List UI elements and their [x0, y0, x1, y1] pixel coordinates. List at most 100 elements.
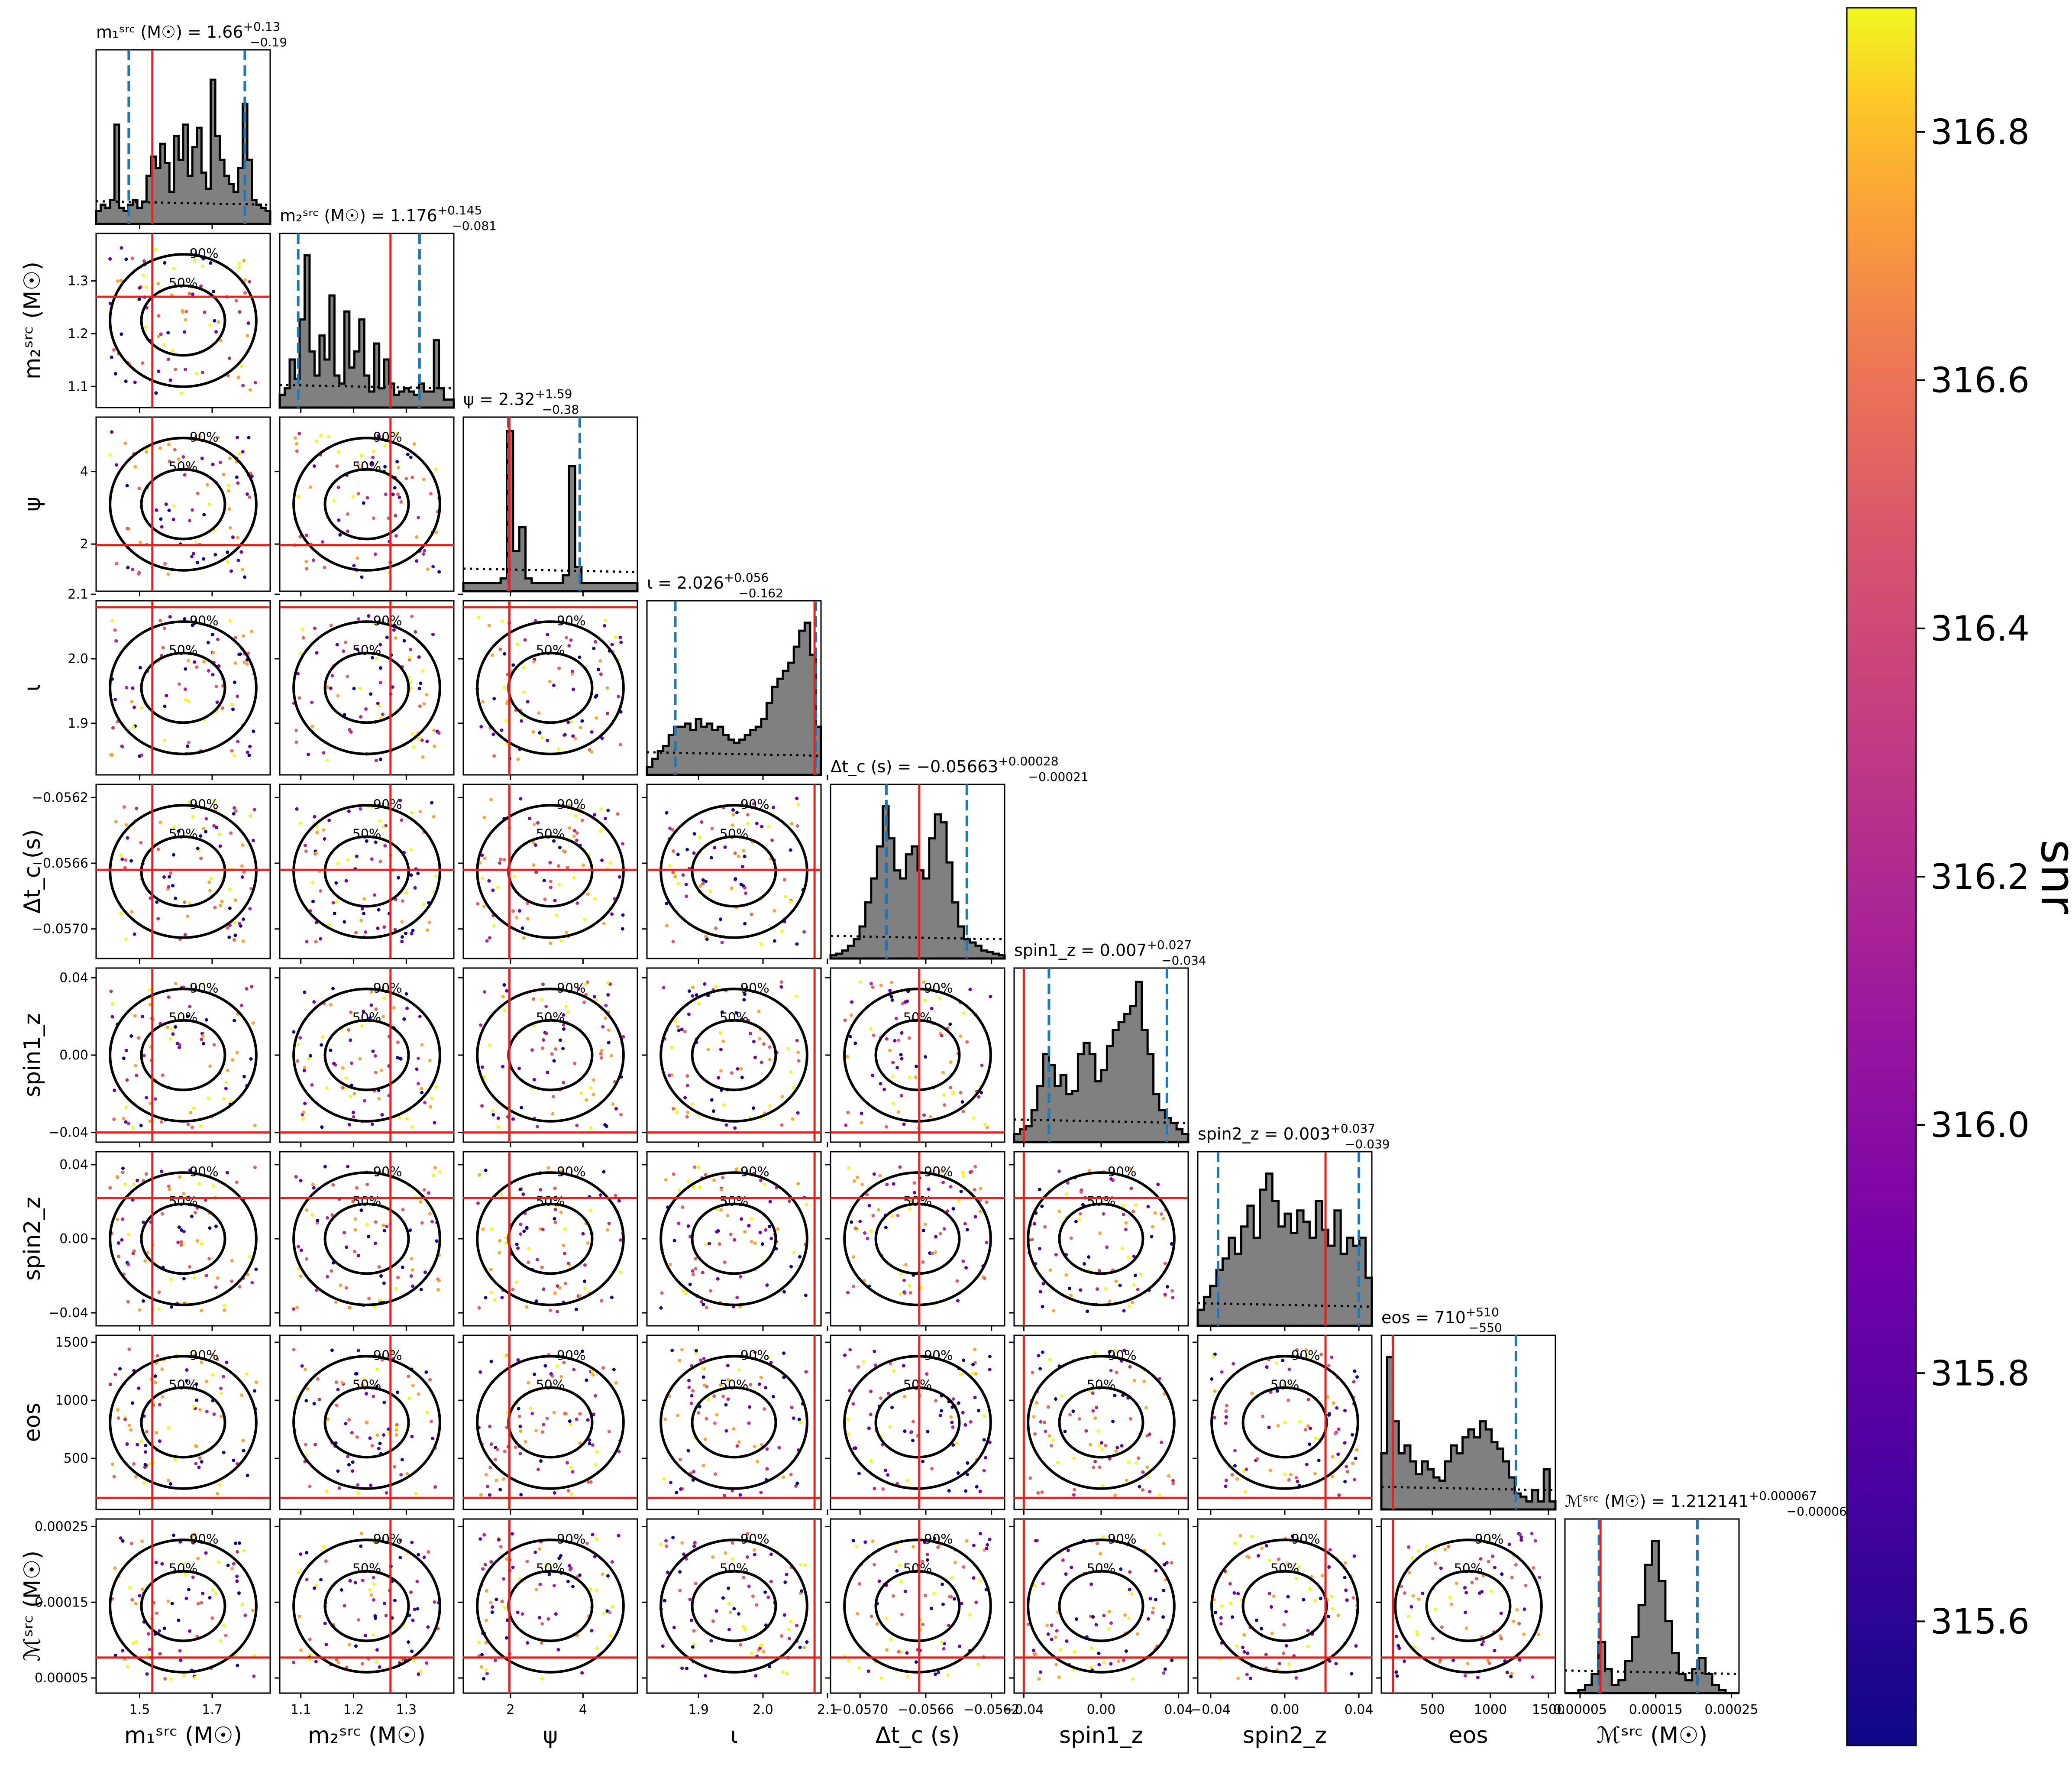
sample-point: [207, 669, 210, 673]
sample-point: [543, 1364, 547, 1368]
sample-point: [860, 1121, 863, 1124]
sample-point: [704, 879, 708, 883]
sample-point: [605, 1609, 609, 1613]
sample-point: [1336, 1613, 1340, 1617]
sample-point: [602, 624, 606, 628]
sample-point: [1327, 1413, 1331, 1417]
sample-point: [425, 739, 429, 743]
sample-point: [925, 1552, 929, 1556]
sample-point: [847, 1166, 850, 1170]
sample-point: [562, 1027, 566, 1031]
sample-point: [202, 985, 206, 989]
sample-point: [500, 1600, 504, 1603]
sample-point: [760, 1060, 763, 1064]
sample-point: [498, 1251, 501, 1255]
sample-point: [482, 816, 486, 819]
sample-point: [1066, 1181, 1070, 1185]
sample-point: [202, 513, 206, 517]
sample-point: [353, 1581, 357, 1585]
sample-point: [337, 450, 341, 454]
sample-point: [1336, 1452, 1340, 1456]
sample-point: [208, 1064, 212, 1068]
sample-point: [720, 1010, 724, 1014]
sample-point: [988, 1368, 992, 1372]
sample-point: [873, 1350, 876, 1354]
contour-90: [1027, 1171, 1176, 1306]
sample-point: [617, 695, 621, 699]
x-tick-label: 1.2: [343, 1702, 364, 1717]
panel-frame: [462, 967, 638, 1143]
sample-point: [349, 730, 353, 734]
sample-point: [131, 686, 135, 690]
sample-point: [182, 1277, 186, 1281]
sample-point: [1101, 1484, 1105, 1488]
sample-point: [191, 1575, 195, 1579]
sample-point: [503, 652, 507, 656]
sample-point: [237, 1541, 241, 1545]
sample-point: [973, 1165, 977, 1169]
sample-point: [160, 1169, 164, 1173]
panel-frame: [95, 600, 271, 776]
sample-point: [856, 1176, 860, 1179]
sample-point: [308, 1485, 312, 1489]
sample-point: [926, 1430, 930, 1434]
sample-point: [1091, 1391, 1095, 1395]
sample-point: [602, 1170, 606, 1174]
sample-point: [226, 560, 230, 564]
contour-label-50: 50%: [352, 1194, 381, 1209]
sample-point: [1031, 1648, 1035, 1652]
sample-point: [108, 257, 112, 261]
sample-point: [131, 1126, 135, 1130]
sample-point: [1443, 1548, 1447, 1551]
sample-point: [686, 1179, 690, 1183]
sample-point: [1041, 1350, 1044, 1354]
sample-point: [879, 1396, 882, 1400]
sample-point: [759, 1179, 763, 1182]
sample-point: [254, 1267, 258, 1271]
colorbar-label: snr: [2030, 839, 2072, 914]
sample-point: [704, 935, 708, 939]
sample-point: [1250, 1391, 1254, 1395]
sample-point: [108, 453, 112, 457]
sample-point: [1282, 1652, 1286, 1655]
sample-point: [1170, 1658, 1174, 1662]
sample-point: [226, 926, 230, 930]
sample-point: [393, 1599, 397, 1603]
sample-point: [942, 1647, 946, 1651]
sample-point: [205, 483, 209, 487]
sample-point: [344, 1286, 348, 1290]
sample-point: [374, 758, 378, 762]
sample-point: [226, 1564, 230, 1567]
sample-point: [743, 1230, 747, 1234]
sample-point: [552, 1059, 556, 1063]
sample-point: [940, 1034, 944, 1038]
sample-point: [127, 1423, 131, 1427]
sample-point: [352, 1115, 356, 1119]
sample-point: [569, 1422, 572, 1426]
sample-point: [949, 1060, 953, 1064]
sample-point: [693, 1165, 697, 1169]
sample-point: [1104, 1287, 1108, 1291]
sample-point: [602, 1611, 606, 1615]
sample-point: [315, 439, 319, 443]
sample-point: [310, 725, 314, 729]
sample-point: [871, 985, 875, 989]
sample-point: [911, 1420, 915, 1424]
sample-point: [111, 1462, 115, 1466]
sample-point: [396, 492, 400, 496]
sample-point: [215, 700, 219, 704]
panel-frame: [95, 1334, 271, 1510]
sample-point: [315, 1584, 319, 1587]
sample-point: [438, 1170, 442, 1174]
sample-point: [553, 1217, 556, 1221]
sample-point: [420, 1091, 424, 1095]
sample-point: [727, 1628, 731, 1632]
sample-point: [666, 1571, 669, 1574]
sample-point: [1425, 1545, 1429, 1548]
sample-point: [941, 1582, 944, 1586]
sample-point: [1051, 1438, 1055, 1442]
sample-point: [336, 1469, 340, 1473]
sample-point: [1286, 1595, 1290, 1599]
sample-point: [954, 1561, 957, 1564]
